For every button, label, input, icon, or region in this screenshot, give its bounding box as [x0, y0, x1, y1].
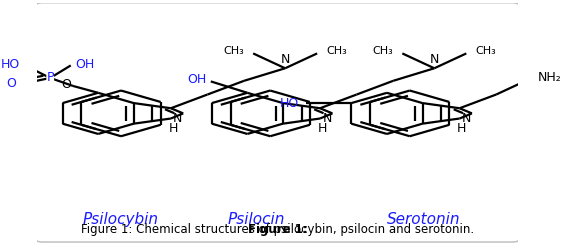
Text: Psilocybin: Psilocybin: [83, 212, 159, 227]
Text: H: H: [457, 122, 466, 135]
Text: O: O: [61, 78, 71, 91]
Text: OH: OH: [187, 73, 206, 86]
Text: N: N: [323, 112, 332, 125]
Text: Serotonin: Serotonin: [387, 212, 460, 227]
Text: CH₃: CH₃: [373, 46, 393, 56]
Text: N: N: [280, 53, 290, 66]
Text: Figure 1:: Figure 1:: [248, 224, 307, 236]
Text: O: O: [6, 77, 16, 90]
Text: CH₃: CH₃: [223, 46, 244, 56]
Text: CH₃: CH₃: [327, 46, 347, 56]
Text: P: P: [47, 72, 54, 84]
Text: N: N: [462, 112, 472, 125]
Text: HO: HO: [279, 97, 299, 110]
Text: Psilocin: Psilocin: [228, 212, 285, 227]
Text: Figure 1: Chemical structures of psilocybin, psilocin and serotonin.: Figure 1: Chemical structures of psilocy…: [81, 224, 474, 236]
Text: HO: HO: [1, 58, 20, 71]
Text: N: N: [173, 112, 183, 125]
Text: OH: OH: [75, 58, 94, 71]
Text: N: N: [429, 53, 439, 66]
Text: CH₃: CH₃: [475, 46, 496, 56]
Text: NH₂: NH₂: [537, 71, 561, 84]
Text: H: H: [169, 122, 178, 135]
FancyBboxPatch shape: [35, 3, 519, 242]
Text: H: H: [318, 122, 327, 135]
